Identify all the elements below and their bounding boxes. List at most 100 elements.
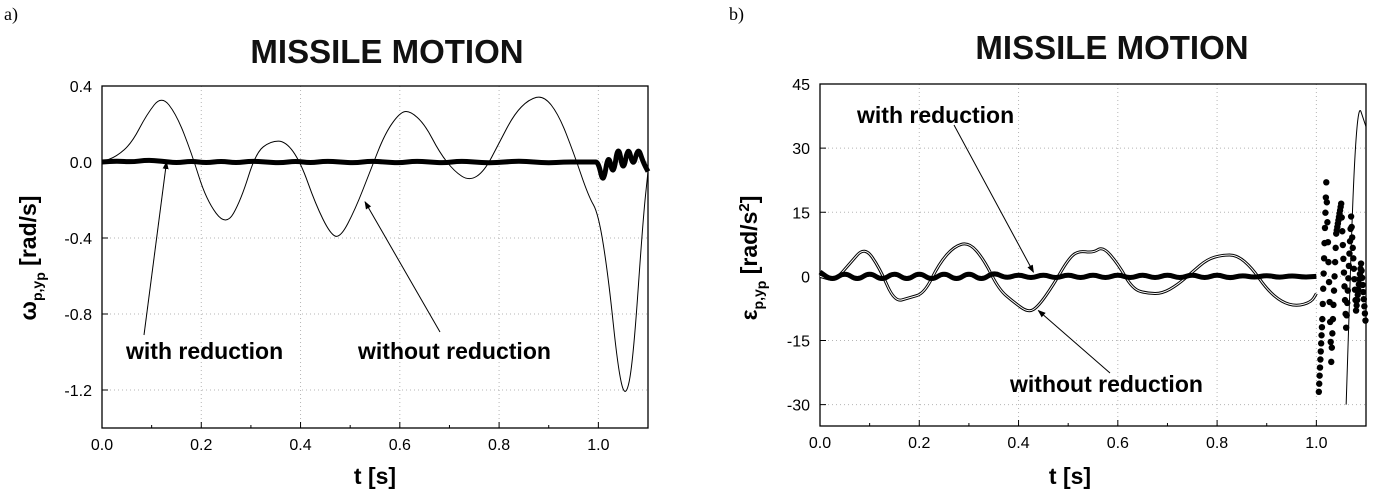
series-dot <box>1328 358 1335 366</box>
series-dot <box>1342 324 1350 331</box>
panel-b-annotation-with-reduction: with reduction <box>856 102 1014 128</box>
series-line <box>101 96 649 392</box>
panel-a: a) MISSILE MOTION 0.0 0.2 0.4 0.6 0.8 1.00.40… <box>4 4 651 489</box>
series-dot <box>1330 287 1338 294</box>
series-dot <box>1316 380 1323 387</box>
series-dot <box>1330 301 1337 309</box>
series-dot <box>1327 338 1334 346</box>
panel-b-ticks: 0.0 0.2 0.4 0.6 0.8 1.0 45 30 15 0 -15 -30 <box>787 77 1367 452</box>
series-dot <box>1357 260 1365 267</box>
series-dot <box>1354 291 1361 299</box>
x-tick-label: 0.0 <box>91 437 113 454</box>
series-dot <box>1351 276 1358 283</box>
series-dot <box>1320 285 1327 292</box>
series-dot <box>1317 348 1324 355</box>
series-dot <box>1328 344 1336 351</box>
y-tick-label: -1.2 <box>64 383 92 400</box>
panel-a-series <box>101 96 651 392</box>
series-dot <box>1322 194 1330 201</box>
series-dot <box>1361 303 1368 310</box>
series-dot <box>1340 269 1348 276</box>
series-dot <box>1343 312 1350 319</box>
series-dot <box>1362 317 1369 324</box>
series-line <box>1345 109 1367 405</box>
series-dot <box>1319 315 1326 323</box>
panel-b-label: b) <box>729 4 744 25</box>
series-dot <box>1323 199 1331 206</box>
y-tick-label: 0.4 <box>70 79 92 96</box>
panel-b-grid <box>820 84 1366 426</box>
y-tick-label: -30 <box>787 398 810 415</box>
y-tick-label: 45 <box>792 77 810 94</box>
series-dot <box>1353 302 1360 309</box>
panel-a-title: MISSILE MOTION <box>250 33 523 70</box>
annotation-arrow <box>953 124 1034 273</box>
series-dot <box>1338 214 1345 221</box>
panel-b-title: MISSILE MOTION <box>975 29 1248 66</box>
x-tick-label: 0.8 <box>1206 435 1228 452</box>
series-dot <box>1339 241 1347 249</box>
series-dot <box>1323 179 1330 186</box>
x-tick-label: 0.6 <box>1107 435 1129 452</box>
series-dot <box>1317 356 1324 363</box>
panel-a-grid <box>102 86 648 428</box>
series-dot <box>1349 234 1356 241</box>
y-tick-label: 15 <box>792 205 810 222</box>
series-dot <box>1317 340 1325 347</box>
y-tick-label: 30 <box>792 141 810 158</box>
panel-b-series <box>818 109 1369 405</box>
y-tick-label: -0.8 <box>64 307 92 324</box>
series-line-inner <box>819 243 1317 312</box>
x-tick-label: 0.2 <box>908 435 930 452</box>
series-dot <box>1353 296 1361 304</box>
series-dot <box>1339 228 1346 235</box>
series-dot <box>1347 213 1355 220</box>
panel-a-annotation-without-reduction: without reduction <box>357 338 551 364</box>
panel-b: b) MISSILE MOTION 0.0 0.2 0.4 0.6 0.8 1.0 45 30… <box>729 4 1369 489</box>
annotation-arrow <box>143 161 169 336</box>
panel-a-annotation-arrows <box>143 161 441 336</box>
x-tick-label: 0.0 <box>809 435 831 452</box>
panel-a-annotation-with-reduction: with reduction <box>125 338 283 364</box>
series-dot <box>1358 267 1365 274</box>
x-tick-label: 0.6 <box>389 437 411 454</box>
x-tick-label: 1.0 <box>587 437 609 454</box>
y-tick-label: -15 <box>787 334 810 351</box>
series-dot <box>1320 255 1328 262</box>
series-dot <box>1331 258 1339 266</box>
series-dot <box>1319 300 1326 308</box>
series-line <box>101 148 651 181</box>
series-dot <box>1344 299 1351 307</box>
series-dot <box>1318 324 1326 331</box>
series-dot <box>1361 310 1369 317</box>
x-tick-label: 0.2 <box>190 437 212 454</box>
series-dot <box>1340 255 1347 262</box>
series-dot <box>1318 332 1325 339</box>
series-dot <box>1316 364 1324 371</box>
annotation-arrow <box>1037 309 1111 374</box>
annotation-arrow <box>364 201 441 333</box>
x-tick-label: 1.0 <box>1305 435 1327 452</box>
series-dot <box>1324 238 1332 246</box>
series-dot <box>1337 200 1345 207</box>
panel-b-y-axis-label: εp,yp [rad/s2] <box>736 196 769 321</box>
series-line <box>818 270 1317 282</box>
series-dot <box>1350 265 1358 272</box>
series-dot <box>1349 244 1356 252</box>
panel-b-x-axis-label: t [s] <box>1049 463 1091 489</box>
series-dot <box>1315 388 1323 395</box>
panel-b-annotation-arrows <box>953 124 1111 374</box>
series-dot <box>1325 258 1332 266</box>
series-dot <box>1322 209 1329 216</box>
x-tick-label: 0.4 <box>1007 435 1029 452</box>
panel-a-plot-frame <box>101 85 649 429</box>
series-dot <box>1321 224 1329 232</box>
series-dot <box>1352 307 1360 314</box>
series-dot <box>1325 278 1333 286</box>
x-tick-label: 0.8 <box>488 437 510 454</box>
series-dot <box>1360 288 1367 296</box>
series-dot <box>1358 274 1366 281</box>
series-dot <box>1355 286 1362 293</box>
panel-a-y-axis-label: ωp,yp [rad/s] <box>15 196 48 321</box>
